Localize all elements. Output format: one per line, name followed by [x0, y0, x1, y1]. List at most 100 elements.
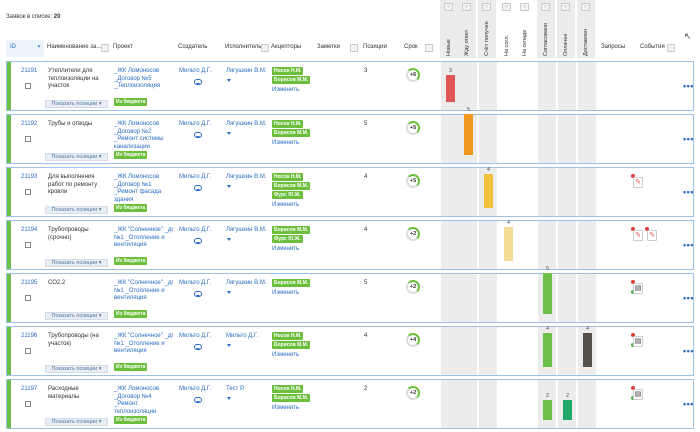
show-positions-button[interactable]: Показать позиции ▾ — [45, 259, 108, 267]
status-filter-icon[interactable]: ▿ — [561, 3, 570, 11]
executor-name[interactable]: Лягушкин В.М. — [226, 280, 267, 286]
column-header-project[interactable]: Проект — [113, 44, 133, 50]
table-row[interactable]: 21192 Трубы и отводы Показать позиции ▾ _ЖК… — [6, 107, 694, 164]
creator-name[interactable]: Мильто Д.Г. — [179, 227, 212, 233]
request-id-link[interactable]: 21197 — [21, 386, 38, 392]
request-id-link[interactable]: 21194 — [21, 227, 38, 233]
chat-icon[interactable] — [194, 79, 202, 85]
project-link[interactable]: _ЖК Ломоносов _Договор №1 _Ремонт фасада… — [114, 174, 162, 203]
column-header-requests[interactable]: Запросы — [601, 44, 626, 50]
filter-icon[interactable] — [667, 44, 675, 52]
column-header-acceptors[interactable]: Акцепторы — [271, 44, 302, 50]
creator-name[interactable]: Мильто Д.Г. — [179, 174, 212, 180]
status-filter-icon[interactable]: ▿ — [502, 3, 511, 11]
change-acceptors-link[interactable]: Изменить — [272, 202, 300, 208]
project-link[interactable]: _ЖК Ломоносов _Договор №4 _Ремонт теплои… — [114, 386, 160, 415]
show-positions-button[interactable]: Показать позиции ▾ — [45, 365, 108, 373]
status-bar[interactable] — [583, 333, 592, 367]
chat-icon[interactable] — [194, 344, 202, 350]
document-icon[interactable]: ▤ — [633, 336, 643, 347]
creator-name[interactable]: Мильто Д.Г. — [179, 386, 212, 392]
edit-icon[interactable]: ✎ — [647, 230, 657, 241]
project-link[interactable]: _ЖК "Солнечное" _дг №1 _Отопление и вент… — [114, 280, 174, 301]
table-row[interactable]: 21197 Расходные материалы Показать позиции… — [6, 379, 694, 429]
status-filter-icon[interactable]: ▿ — [581, 3, 590, 11]
creator-name[interactable]: Мильто Д.Г. — [179, 280, 212, 286]
more-actions-icon[interactable]: ••• — [683, 240, 694, 250]
status-bar[interactable] — [446, 75, 455, 102]
status-bar[interactable] — [563, 400, 572, 420]
project-link[interactable]: _ЖК Ломоносов _Договор №5 _Теплоизоляция — [114, 68, 161, 89]
more-actions-icon[interactable]: ••• — [683, 293, 694, 303]
column-header-id[interactable]: ID ▾ — [6, 40, 44, 57]
document-icon[interactable]: ▤ — [633, 389, 643, 400]
document-icon[interactable]: ▤ — [633, 283, 643, 294]
change-acceptors-link[interactable]: Изменить — [272, 246, 300, 252]
chevron-down-icon[interactable] — [227, 344, 231, 347]
status-bar[interactable] — [464, 114, 473, 155]
request-id-link[interactable]: 21193 — [21, 174, 38, 180]
status-bar[interactable] — [504, 227, 513, 261]
change-acceptors-link[interactable]: Изменить — [272, 352, 300, 358]
table-row[interactable]: 21193 Для выполнения работ по ремонту кро… — [6, 167, 694, 217]
show-positions-button[interactable]: Показать позиции ▾ — [45, 206, 108, 214]
chat-icon[interactable] — [194, 185, 202, 191]
request-id-link[interactable]: 21196 — [21, 333, 38, 339]
row-checkbox[interactable] — [25, 295, 31, 301]
filter-icon[interactable] — [425, 44, 433, 52]
column-header-positions[interactable]: Позиции — [363, 44, 387, 50]
chevron-down-icon[interactable] — [227, 238, 231, 241]
change-acceptors-link[interactable]: Изменить — [272, 87, 300, 93]
column-header-term[interactable]: Срок — [404, 44, 418, 50]
project-link[interactable]: _ЖК "Солнечное" _дг №1 _Отопление и вент… — [114, 333, 174, 354]
change-acceptors-link[interactable]: Изменить — [272, 140, 300, 146]
show-positions-button[interactable]: Показать позиции ▾ — [45, 418, 108, 426]
project-link[interactable]: _ЖК Ломоносов _Договор №2 _Ремонт систем… — [114, 121, 164, 150]
row-checkbox[interactable] — [25, 242, 31, 248]
status-filter-icon[interactable]: ▿ — [482, 3, 491, 11]
column-header-executor[interactable]: Исполнитель — [225, 44, 262, 50]
chevron-down-icon[interactable] — [227, 397, 231, 400]
more-actions-icon[interactable]: ••• — [683, 399, 694, 409]
chevron-down-icon[interactable] — [227, 185, 231, 188]
status-bar[interactable] — [543, 400, 552, 420]
filter-icon[interactable] — [261, 44, 269, 52]
column-header-notes[interactable]: Заметки — [317, 44, 340, 50]
chevron-down-icon[interactable] — [227, 291, 231, 294]
chevron-down-icon[interactable] — [227, 132, 231, 135]
status-bar[interactable] — [543, 273, 552, 314]
change-acceptors-link[interactable]: Изменить — [272, 405, 300, 411]
request-id-link[interactable]: 21192 — [21, 121, 38, 127]
column-header-name[interactable]: Наименование за... — [47, 44, 102, 50]
chat-icon[interactable] — [194, 291, 202, 297]
status-bar[interactable] — [543, 333, 552, 367]
executor-name[interactable]: Мильто Д.Г. — [226, 333, 259, 339]
filter-icon[interactable] — [350, 44, 358, 52]
more-actions-icon[interactable]: ••• — [683, 346, 694, 356]
row-checkbox[interactable] — [25, 401, 31, 407]
chat-icon[interactable] — [194, 238, 202, 244]
row-checkbox[interactable] — [25, 348, 31, 354]
row-checkbox[interactable] — [25, 189, 31, 195]
table-row[interactable]: 21195 СО2.2 Показать позиции ▾ _ЖК "Солнечн… — [6, 266, 694, 323]
status-filter-icon[interactable]: ▿ — [444, 3, 453, 11]
more-actions-icon[interactable]: ••• — [683, 81, 694, 91]
more-actions-icon[interactable]: ••• — [683, 134, 694, 144]
edit-icon[interactable]: ✎ — [633, 177, 643, 188]
executor-name[interactable]: Лягушкин В.М. — [226, 227, 267, 233]
project-link[interactable]: _ЖК "Солнечное" _дг №1 _Отопление и вент… — [114, 227, 174, 248]
executor-name[interactable]: Лягушкин В.М. — [226, 121, 267, 127]
creator-name[interactable]: Мильто Д.Г. — [179, 121, 212, 127]
row-checkbox[interactable] — [25, 136, 31, 142]
creator-name[interactable]: Мильто Д.Г. — [179, 333, 212, 339]
status-bar[interactable] — [484, 174, 493, 208]
more-actions-icon[interactable]: ••• — [683, 187, 694, 197]
status-filter-icon[interactable]: ▿ — [462, 3, 471, 11]
executor-name[interactable]: Лягушкин В.М. — [226, 68, 267, 74]
executor-name[interactable]: Лягушкин В.М. — [226, 174, 267, 180]
row-checkbox[interactable] — [25, 83, 31, 89]
show-positions-button[interactable]: Показать позиции ▾ — [45, 153, 108, 161]
request-id-link[interactable]: 21191 — [21, 68, 38, 74]
change-acceptors-link[interactable]: Изменить — [272, 290, 300, 296]
creator-name[interactable]: Мильто Д.Г. — [179, 68, 212, 74]
